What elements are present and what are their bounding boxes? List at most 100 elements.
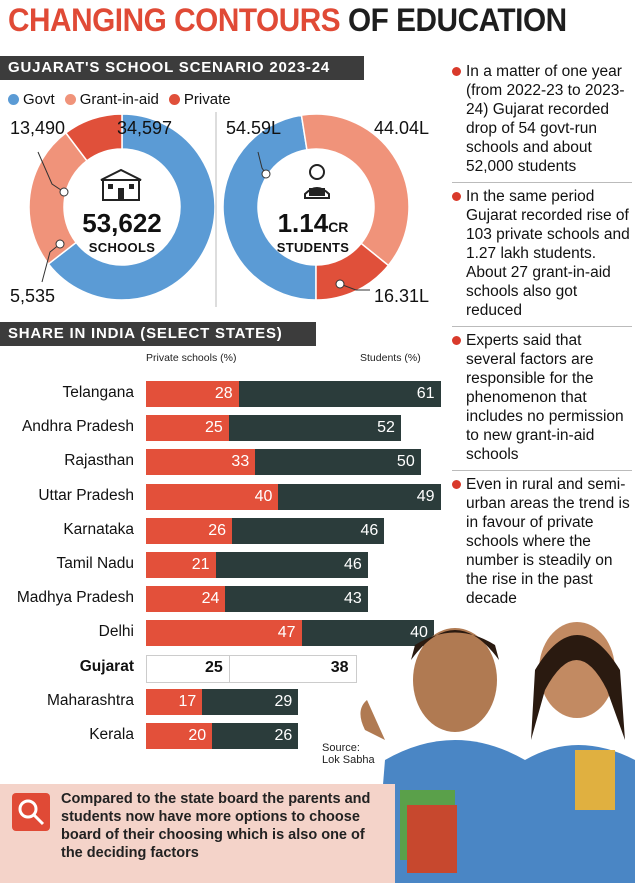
students-illustration bbox=[360, 622, 635, 883]
students-total-value: 1.14 bbox=[277, 208, 329, 238]
bar-students bbox=[212, 723, 299, 749]
page-title: CHANGING CONTOURS OF EDUCATION bbox=[8, 2, 567, 39]
note-text: In the same period Gujarat recorded rise… bbox=[466, 188, 630, 319]
students-center-label: STUDENTS bbox=[276, 240, 350, 255]
state-label: Kerala bbox=[89, 726, 134, 743]
value-label-students: 43 bbox=[343, 590, 362, 608]
donut-schools bbox=[28, 113, 216, 301]
value-label-private: 20 bbox=[188, 727, 207, 744]
source-text: Source: Lok Sabha bbox=[322, 742, 375, 766]
bar-private-schools bbox=[146, 483, 279, 510]
state-label: Telangana bbox=[62, 384, 134, 401]
donut-slice-private bbox=[315, 242, 390, 301]
bar-students bbox=[215, 552, 368, 578]
students-grant-label: 44.04L bbox=[374, 118, 430, 138]
value-label-students: 61 bbox=[416, 385, 435, 402]
value-label-students: 52 bbox=[377, 419, 395, 437]
bar-private-schools bbox=[146, 688, 203, 715]
axis-caption-private: Private schools (%) bbox=[146, 352, 237, 364]
legend-item-govt: Govt bbox=[8, 91, 55, 108]
note-item: Even in rural and semi-urban areas the t… bbox=[452, 471, 632, 614]
bar-private-schools bbox=[146, 723, 213, 749]
value-label-students: 46 bbox=[343, 556, 362, 573]
bar-students bbox=[228, 415, 401, 442]
bar-private-schools bbox=[146, 654, 231, 683]
students-total-unit: CR bbox=[328, 219, 349, 235]
note-text: Even in rural and semi-urban areas the t… bbox=[466, 476, 630, 607]
schools-center-label: SCHOOLS bbox=[88, 240, 156, 255]
bullet-icon bbox=[452, 67, 461, 76]
donut-students bbox=[222, 113, 410, 301]
note-text: Experts said that several factors are re… bbox=[466, 332, 624, 463]
bar-private-schools bbox=[146, 552, 216, 578]
title-part2: OF EDUCATION bbox=[347, 2, 567, 38]
state-label: Delhi bbox=[98, 623, 134, 641]
marker-students-private bbox=[335, 279, 345, 289]
section-heading-gujarat: GUJARAT'S SCHOOL SCENARIO 2023-24 bbox=[0, 56, 364, 80]
schools-total: 53,622 bbox=[82, 208, 162, 238]
bar-students bbox=[228, 654, 357, 683]
schools-grant-label: 13,490 bbox=[10, 118, 66, 138]
bullet-icon bbox=[452, 480, 461, 489]
bullet-icon bbox=[452, 192, 461, 201]
student-reading-icon bbox=[304, 164, 330, 199]
bar-private-schools bbox=[146, 586, 226, 613]
value-label-private: 25 bbox=[204, 419, 223, 437]
state-label: Madhya Pradesh bbox=[16, 589, 134, 607]
legend-swatch-govt bbox=[8, 94, 19, 105]
leader-line-students-private bbox=[339, 283, 370, 291]
value-label-students: 50 bbox=[396, 453, 415, 471]
legend-swatch-private bbox=[168, 94, 180, 105]
marker-schools-grant bbox=[59, 187, 69, 197]
value-label-private: 33 bbox=[231, 453, 250, 471]
bar-private-schools bbox=[146, 517, 233, 544]
state-label: Karnataka bbox=[63, 520, 134, 538]
value-label-private: 28 bbox=[214, 385, 233, 402]
note-text: In a matter of one year (from 2022-23 to… bbox=[466, 63, 625, 175]
state-label: Tamil Nadu bbox=[56, 555, 134, 572]
bar-students bbox=[202, 688, 299, 715]
state-label: Gujarat bbox=[79, 657, 134, 675]
note-item: Experts said that several factors are re… bbox=[452, 327, 632, 471]
bottom-note-box bbox=[0, 784, 395, 883]
bar-private-schools bbox=[146, 620, 302, 647]
marker-students-govt bbox=[261, 169, 271, 179]
school-building-icon bbox=[100, 168, 142, 201]
bar-students bbox=[301, 620, 434, 647]
leader-line-schools-grant bbox=[37, 151, 65, 193]
legend-item-grant: Grant-in-aid bbox=[64, 91, 159, 108]
bar-students bbox=[232, 517, 385, 544]
bar-students bbox=[255, 449, 421, 476]
donut-slice-govt bbox=[222, 114, 317, 301]
state-label: Uttar Pradesh bbox=[38, 486, 134, 504]
title-part1: CHANGING CONTOURS bbox=[8, 2, 341, 38]
students-private-label: 16.31L bbox=[374, 286, 430, 306]
bar-students bbox=[238, 381, 441, 407]
bar-private-schools bbox=[146, 381, 239, 407]
value-label-private: 25 bbox=[204, 658, 223, 676]
donut-slice-private bbox=[64, 113, 123, 162]
value-label-private: 21 bbox=[191, 556, 210, 573]
students-govt-label: 54.59L bbox=[226, 118, 282, 138]
schools-private-label: 5,535 bbox=[10, 286, 56, 306]
value-label-students: 46 bbox=[360, 521, 379, 539]
students-total: 1.14CR bbox=[258, 208, 368, 239]
legend-swatch-grant bbox=[64, 94, 76, 105]
bar-students bbox=[278, 483, 441, 510]
magnifier-icon bbox=[12, 793, 50, 831]
boy-figure bbox=[360, 628, 535, 883]
state-label: Andhra Pradesh bbox=[21, 418, 134, 436]
legend-label-govt: Govt bbox=[23, 91, 55, 108]
value-label-private: 17 bbox=[178, 692, 197, 710]
value-label-private: 40 bbox=[254, 487, 273, 505]
donut-slice-govt bbox=[47, 113, 216, 301]
value-label-students: 29 bbox=[274, 692, 293, 710]
bar-students bbox=[225, 586, 368, 613]
state-label: Maharashtra bbox=[46, 691, 134, 709]
value-label-students: 49 bbox=[416, 487, 435, 505]
value-label-private: 26 bbox=[208, 521, 227, 539]
legend: Govt Grant-in-aid Private bbox=[8, 91, 231, 108]
section-heading-share: SHARE IN INDIA (SELECT STATES) bbox=[0, 322, 316, 346]
value-label-students: 40 bbox=[410, 624, 428, 642]
value-label-private: 47 bbox=[277, 624, 296, 642]
